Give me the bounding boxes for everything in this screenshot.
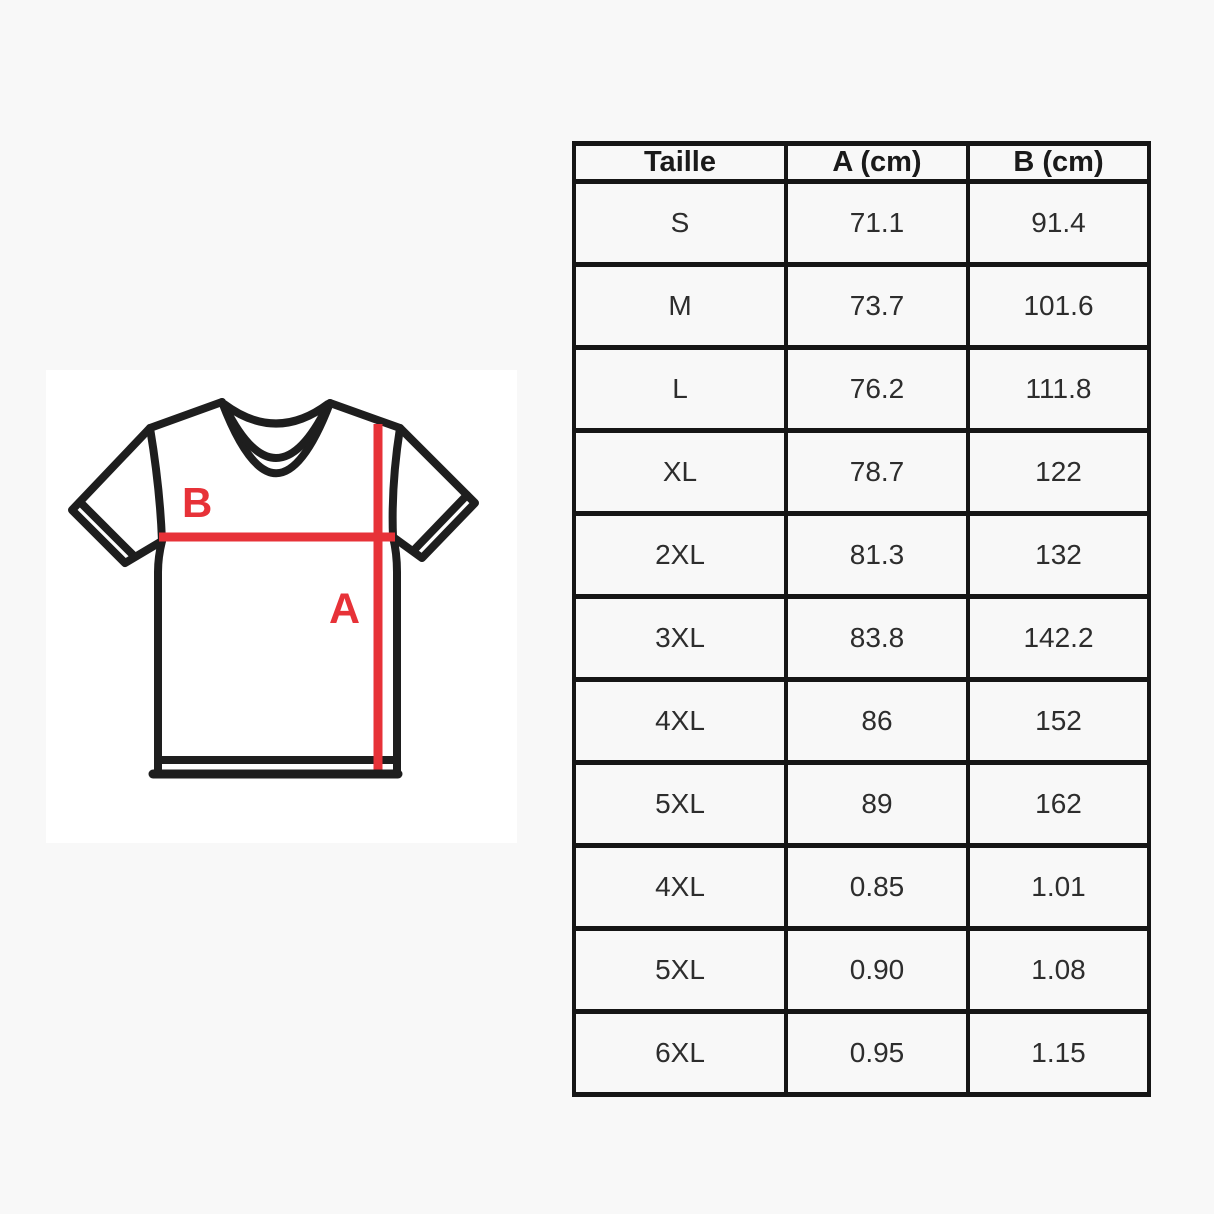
col-header-b-cm: B (cm) — [966, 141, 1151, 184]
cell-b: 1.08 — [966, 926, 1151, 1014]
cell-a: 83.8 — [784, 594, 970, 682]
cell-a: 73.7 — [784, 262, 970, 350]
cell-b: 1.15 — [966, 1009, 1151, 1097]
cell-taille: M — [572, 262, 788, 350]
cell-b: 142.2 — [966, 594, 1151, 682]
cell-a: 71.1 — [784, 179, 970, 267]
cell-taille: 6XL — [572, 1009, 788, 1097]
cell-b: 91.4 — [966, 179, 1151, 267]
left-sleeve-seam — [146, 424, 166, 545]
table-row: 4XL 86 152 — [572, 677, 1151, 765]
tshirt-right-outline — [326, 399, 479, 775]
collar-middle-arc — [221, 403, 331, 462]
cell-b: 122 — [966, 428, 1151, 516]
tshirt-icon: B A — [68, 398, 479, 779]
col-header-taille: Taille — [572, 141, 788, 184]
left-cuff-band — [76, 498, 137, 559]
cell-b: 1.01 — [966, 843, 1151, 931]
cell-b: 152 — [966, 677, 1151, 765]
cell-taille: 2XL — [572, 511, 788, 599]
size-table: Taille A (cm) B (cm) S 71.1 91.4 M 73.7 … — [572, 141, 1151, 1097]
cell-taille: XL — [572, 428, 788, 516]
table-row: 5XL 0.90 1.08 — [572, 926, 1151, 1014]
cell-a: 89 — [784, 760, 970, 848]
cell-a: 81.3 — [784, 511, 970, 599]
right-sleeve-seam — [388, 424, 404, 541]
table-row: S 71.1 91.4 — [572, 179, 1151, 267]
cell-a: 0.90 — [784, 926, 970, 1014]
cell-a: 76.2 — [784, 345, 970, 433]
cell-taille: 5XL — [572, 926, 788, 1014]
cell-b: 132 — [966, 511, 1151, 599]
cell-b: 101.6 — [966, 262, 1151, 350]
cell-a: 0.95 — [784, 1009, 970, 1097]
measure-a-label: A — [329, 585, 360, 633]
table-row: 6XL 0.95 1.15 — [572, 1009, 1151, 1097]
table-row: 5XL 89 162 — [572, 760, 1151, 848]
table-header-row: Taille A (cm) B (cm) — [572, 141, 1151, 184]
collar-inner-arc — [220, 400, 332, 428]
measure-b-label: B — [182, 479, 212, 526]
cell-b: 111.8 — [966, 345, 1151, 433]
table-row: XL 78.7 122 — [572, 428, 1151, 516]
cell-taille: 5XL — [572, 760, 788, 848]
cell-a: 86 — [784, 677, 970, 765]
table-row: 4XL 0.85 1.01 — [572, 843, 1151, 931]
col-header-a-cm: A (cm) — [784, 141, 970, 184]
cell-taille: L — [572, 345, 788, 433]
tshirt-panel: B A — [46, 370, 517, 843]
right-cuff-band — [410, 491, 471, 554]
cell-taille: S — [572, 179, 788, 267]
cell-b: 162 — [966, 760, 1151, 848]
cell-a: 78.7 — [784, 428, 970, 516]
cell-a: 0.85 — [784, 843, 970, 931]
table-row: M 73.7 101.6 — [572, 262, 1151, 350]
table-row: 2XL 81.3 132 — [572, 511, 1151, 599]
cell-taille: 3XL — [572, 594, 788, 682]
table-row: L 76.2 111.8 — [572, 345, 1151, 433]
tshirt-left-outline — [68, 398, 226, 775]
cell-taille: 4XL — [572, 843, 788, 931]
cell-taille: 4XL — [572, 677, 788, 765]
table-row: 3XL 83.8 142.2 — [572, 594, 1151, 682]
